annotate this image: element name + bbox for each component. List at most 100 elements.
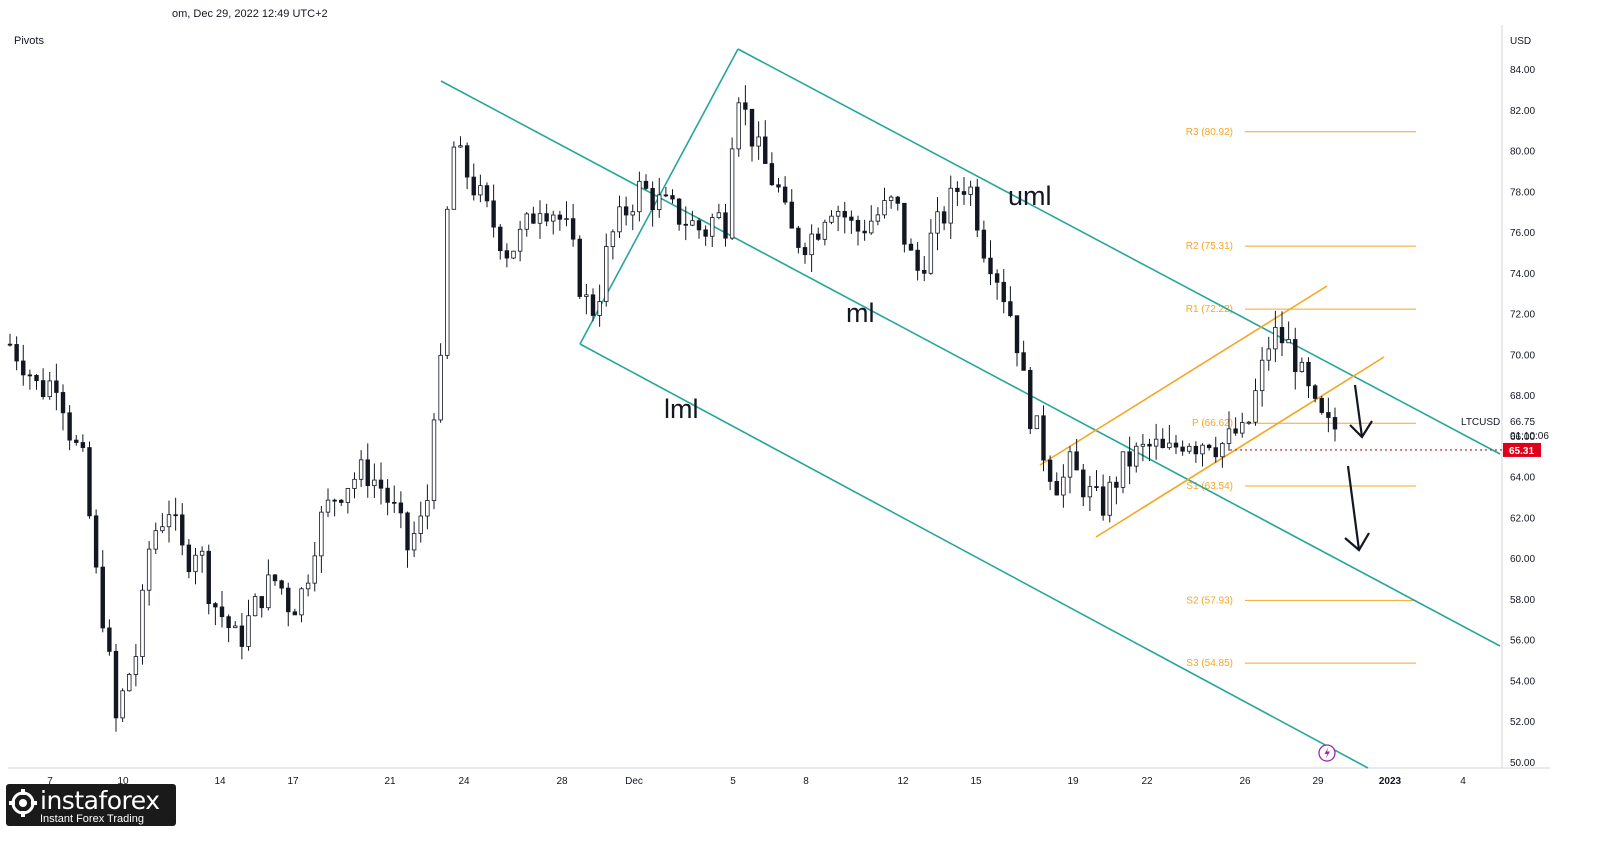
x-tick-label: 5 (730, 776, 736, 787)
candle-body (173, 514, 178, 517)
candle-body (511, 250, 516, 259)
alert-icon[interactable] (1318, 744, 1336, 762)
candle-body (266, 574, 271, 609)
candle-body (272, 574, 278, 582)
y-tick-label: 64.00 (1510, 473, 1535, 484)
candle-body (392, 501, 397, 504)
rising-channel-lower[interactable] (1095, 356, 1385, 538)
candle-body (1120, 451, 1126, 488)
y-tick-label: 66.00 (1510, 432, 1535, 443)
candle-body (1094, 486, 1099, 488)
candle-body (657, 194, 662, 211)
candle-body (1279, 327, 1285, 344)
candle-body (1054, 481, 1059, 496)
candle-body (544, 213, 549, 222)
candle-body (564, 218, 569, 221)
candle-body (663, 194, 669, 197)
candle-body (1074, 451, 1079, 471)
y-tick-label: 62.00 (1510, 513, 1535, 524)
candle-body (1160, 438, 1165, 449)
candle-body (1061, 476, 1066, 496)
candle-body (577, 238, 582, 297)
candle-body (988, 257, 993, 275)
candle-body (47, 380, 52, 398)
lower-median-line[interactable] (579, 343, 1369, 769)
candle-body (908, 243, 914, 251)
candle-body (822, 221, 828, 240)
candle-body (683, 223, 688, 226)
x-tick-label: 15 (970, 776, 982, 787)
countdown-label: 01:10:06 (1510, 431, 1549, 442)
pivot-level-label: S1 (63.54) (1186, 481, 1233, 492)
candle-body (1253, 390, 1258, 423)
long-down-arrow-head (1344, 532, 1370, 552)
candle-body (802, 247, 808, 256)
candle-body (1273, 327, 1278, 350)
candle-body (1326, 412, 1331, 418)
candle-body (1034, 415, 1040, 430)
candle-body (1180, 446, 1185, 452)
candle-body (127, 674, 132, 692)
candle-body (1246, 421, 1252, 424)
x-tick-label: 21 (384, 776, 396, 787)
upper-median-line[interactable] (737, 48, 1501, 455)
y-tick-label: 84.00 (1510, 65, 1535, 76)
pivot-level-label: S3 (54.85) (1186, 658, 1233, 669)
candle-body (21, 360, 26, 376)
candle-body (1213, 447, 1218, 458)
candle-body (776, 184, 781, 188)
rising-channel[interactable] (1039, 285, 1385, 538)
indicator-label[interactable]: Pivots (14, 35, 44, 47)
median-line[interactable] (440, 80, 1501, 647)
candle-body (643, 180, 649, 189)
candle-body (1259, 359, 1265, 392)
candle-body (233, 625, 238, 629)
candle-body (332, 499, 337, 502)
candle-body (1081, 469, 1086, 498)
y-tick-label: 72.00 (1510, 310, 1535, 321)
candle-body (491, 200, 496, 228)
candle-body (1041, 415, 1046, 461)
candle-body (961, 191, 967, 195)
candle-body (319, 511, 324, 557)
candle-body (875, 214, 881, 222)
candle-body (1299, 361, 1305, 373)
candle-body (756, 136, 761, 147)
candle-body (584, 294, 589, 297)
candle-body (405, 512, 410, 551)
candle-body (716, 212, 722, 218)
candle-body (1021, 352, 1026, 371)
candle-body (703, 229, 708, 237)
x-tick-label: 10 (117, 776, 129, 787)
candle-body (935, 211, 940, 234)
candle-body (299, 588, 304, 616)
candle-body (835, 211, 841, 217)
candle-body (292, 611, 298, 616)
candle-body (1226, 428, 1232, 444)
candle-body (729, 148, 735, 239)
candle-body (816, 233, 821, 240)
annotation-uml: uml (1008, 181, 1052, 211)
candle-body (14, 344, 19, 362)
candle-body (1319, 398, 1324, 413)
candle-body (239, 625, 245, 647)
candle-body (743, 102, 748, 110)
candle-body (325, 499, 331, 513)
candle-body (80, 442, 86, 448)
candle-body (34, 375, 39, 382)
candle-body (1114, 481, 1119, 488)
candle-body (484, 185, 490, 202)
forecast-arrows (1344, 384, 1373, 552)
y-tick-label: 80.00 (1510, 147, 1535, 158)
candle-body (206, 550, 211, 605)
x-tick-label: 12 (897, 776, 909, 787)
annotation-lml: lml (664, 394, 699, 424)
candle-body (1206, 444, 1212, 449)
rising-channel-upper[interactable] (1039, 285, 1328, 466)
candle-body (590, 294, 596, 316)
candle-body (385, 487, 390, 503)
candle-body (1200, 444, 1205, 455)
candle-body (1047, 459, 1053, 482)
candle-body (305, 582, 311, 590)
